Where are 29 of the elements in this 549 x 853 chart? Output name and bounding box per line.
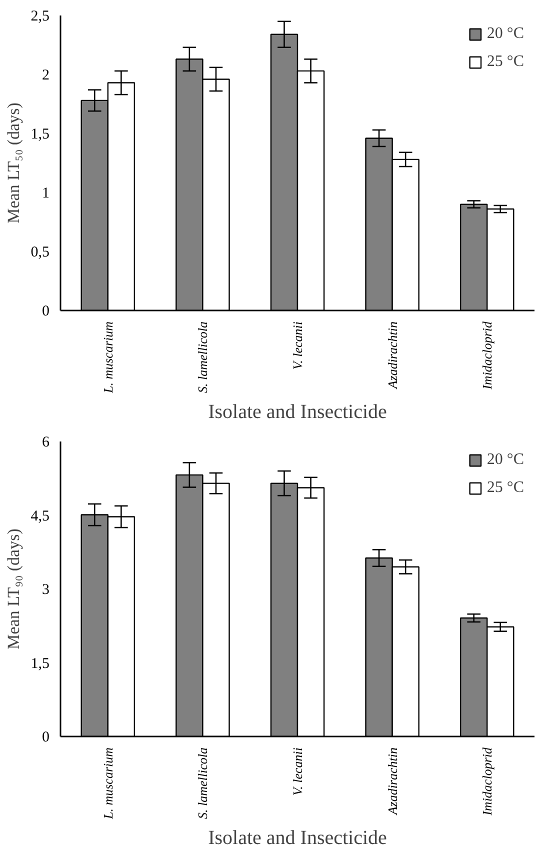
x-tick-label: Imidacloprid	[480, 747, 495, 816]
x-tick-label: L. muscarium	[100, 321, 116, 394]
y-tick-label: 1,5	[30, 126, 50, 142]
y-axis-title: Mean LT₅₀ (days)	[4, 102, 23, 224]
x-axis-title: Isolate and Insecticide	[208, 401, 388, 424]
legend-label: 20 °C	[486, 25, 524, 43]
x-tick-label: L. muscarium	[100, 747, 116, 820]
x-tick-label: Azadirachtin	[384, 747, 400, 816]
y-tick-label: 1,5	[30, 656, 50, 672]
y-axis-title: Mean LT₉₀ (days)	[4, 528, 23, 650]
y-tick-label: 6	[42, 434, 50, 450]
x-tick-label: Imidacloprid	[480, 321, 495, 390]
x-tick-label: V. lecanii	[290, 321, 305, 370]
x-axis-title: Isolate and Insecticide	[208, 827, 388, 850]
y-tick-label: 0	[42, 730, 50, 746]
x-tick-label: S. lamellicola	[195, 747, 210, 819]
y-tick-label: 2,5	[30, 8, 50, 24]
legend-label: 20 °C	[486, 451, 524, 469]
legend-label: 25 °C	[486, 479, 524, 497]
x-tick-label: Azadirachtin	[384, 321, 400, 390]
y-tick-label: 4,5	[30, 508, 50, 524]
y-tick-label: 0	[42, 304, 50, 320]
y-tick-label: 3	[42, 582, 50, 598]
y-tick-label: 1	[42, 186, 50, 202]
x-tick-label: V. lecanii	[290, 747, 305, 796]
y-tick-label: 0,5	[30, 244, 50, 260]
legend-label: 25 °C	[486, 53, 524, 71]
y-tick-label: 2	[42, 68, 50, 84]
x-tick-label: S. lamellicola	[195, 321, 210, 393]
